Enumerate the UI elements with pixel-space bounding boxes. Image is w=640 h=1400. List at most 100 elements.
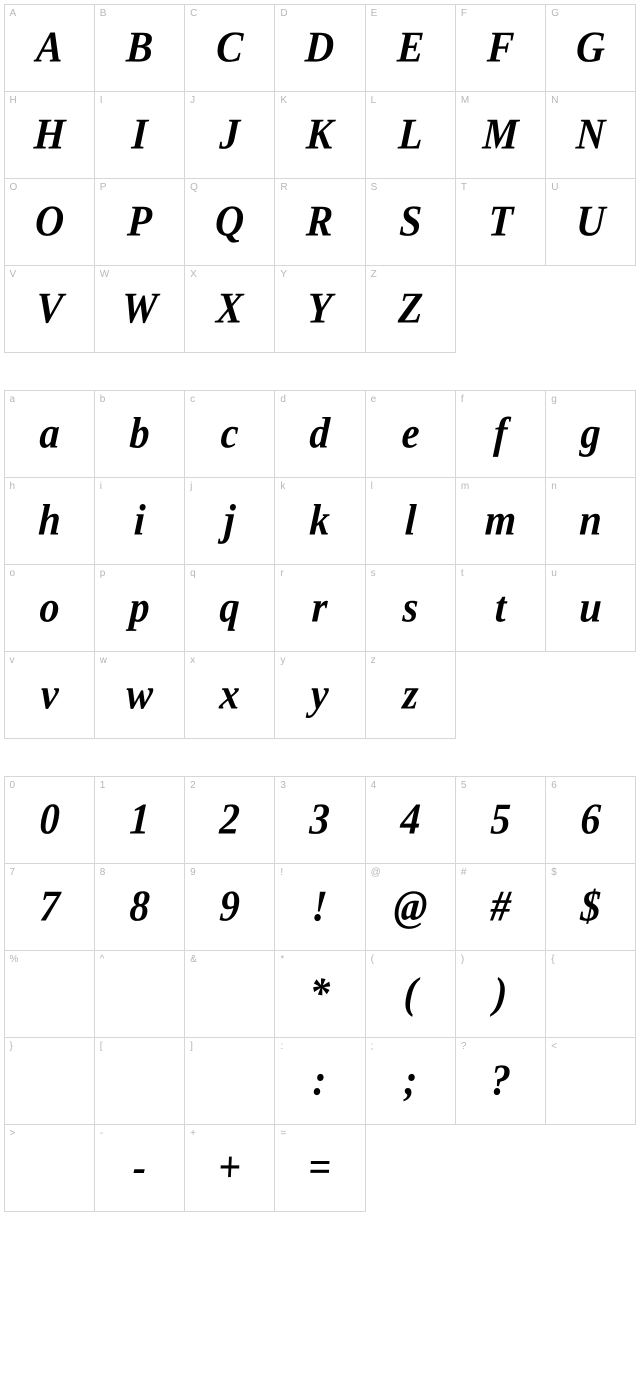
glyph-cell: cc: [184, 390, 275, 478]
glyph-cell: kk: [274, 477, 365, 565]
glyph-label: L: [371, 95, 377, 106]
glyph-cell: **: [274, 950, 365, 1038]
glyph-label: M: [461, 95, 469, 106]
glyph-cell: ee: [365, 390, 456, 478]
glyph-label: y: [280, 655, 285, 666]
glyph-cell: OO: [4, 178, 95, 266]
glyph-label: +: [190, 1128, 196, 1139]
glyph-character: G: [545, 25, 636, 69]
glyph-character: U: [545, 199, 636, 243]
glyph-cell: KK: [274, 91, 365, 179]
glyph-label: u: [551, 568, 557, 579]
glyph-label: ): [461, 954, 464, 965]
glyph-label: J: [190, 95, 195, 106]
glyph-label: G: [551, 8, 559, 19]
glyph-character: 5: [455, 797, 546, 841]
glyph-label: S: [371, 182, 378, 193]
glyph-label: H: [10, 95, 17, 106]
glyph-character: !: [274, 884, 365, 928]
glyph-label: d: [280, 394, 286, 405]
glyph-cell: 99: [184, 863, 275, 951]
glyph-label: l: [371, 481, 373, 492]
glyph-character: R: [274, 199, 365, 243]
glyph-cell: 88: [94, 863, 185, 951]
glyph-cell: XX: [184, 265, 275, 353]
glyph-label: ]: [190, 1041, 193, 1052]
glyph-character: K: [274, 112, 365, 156]
glyph-cell: 11: [94, 776, 185, 864]
glyph-label: ?: [461, 1041, 467, 1052]
glyph-cell: vv: [4, 651, 95, 739]
glyph-cell: )): [455, 950, 546, 1038]
glyph-label: !: [280, 867, 283, 878]
glyph-cell: ww: [94, 651, 185, 739]
glyph-cell: oo: [4, 564, 95, 652]
glyph-label: O: [10, 182, 18, 193]
glyph-label: 2: [190, 780, 196, 791]
glyph-cell: 66: [545, 776, 636, 864]
glyph-label: q: [190, 568, 196, 579]
glyph-cell: 00: [4, 776, 95, 864]
glyph-character: Q: [184, 199, 275, 243]
glyph-character: Y: [274, 286, 365, 330]
glyph-label: >: [10, 1128, 16, 1139]
glyph-character: y: [274, 672, 365, 716]
glyph-cell: GG: [545, 4, 636, 92]
glyph-label: 3: [280, 780, 286, 791]
glyph-label: =: [280, 1128, 286, 1139]
glyph-cell: ##: [455, 863, 546, 951]
glyph-character: x: [184, 672, 275, 716]
glyph-label: i: [100, 481, 102, 492]
glyph-cell: ==: [274, 1124, 365, 1212]
glyph-character: L: [365, 112, 456, 156]
glyph-cell: JJ: [184, 91, 275, 179]
glyph-cell: LL: [365, 91, 456, 179]
glyph-cell: ??: [455, 1037, 546, 1125]
glyph-section-lowercase: aabbccddeeffgghhiijjkkllmmnnooppqqrrsstt…: [4, 390, 636, 738]
glyph-cell: RR: [274, 178, 365, 266]
glyph-character: W: [94, 286, 185, 330]
glyph-label: $: [551, 867, 557, 878]
glyph-character: l: [365, 498, 456, 542]
glyph-label: B: [100, 8, 107, 19]
glyph-cell: jj: [184, 477, 275, 565]
glyph-character: #: [455, 884, 546, 928]
glyph-cell: hh: [4, 477, 95, 565]
glyph-cell: VV: [4, 265, 95, 353]
glyph-label: P: [100, 182, 107, 193]
glyph-character: q: [184, 585, 275, 629]
glyph-section-digits-symbols: 00112233445566778899!!@@##$$%^&**(()){}[…: [4, 776, 636, 1211]
glyph-label: E: [371, 8, 378, 19]
glyph-label: n: [551, 481, 557, 492]
glyph-cell: ii: [94, 477, 185, 565]
glyph-character: D: [274, 25, 365, 69]
glyph-label: I: [100, 95, 103, 106]
glyph-cell: uu: [545, 564, 636, 652]
glyph-label: j: [190, 481, 192, 492]
glyph-cell: {: [545, 950, 636, 1038]
glyph-label: g: [551, 394, 557, 405]
glyph-character: 2: [184, 797, 275, 841]
glyph-cell: mm: [455, 477, 546, 565]
glyph-character: r: [274, 585, 365, 629]
glyph-label: t: [461, 568, 464, 579]
glyph-label: [: [100, 1041, 103, 1052]
glyph-character: 4: [365, 797, 456, 841]
glyph-label: 5: [461, 780, 467, 791]
glyph-label: o: [10, 568, 16, 579]
glyph-cell: ss: [365, 564, 456, 652]
glyph-label: h: [10, 481, 16, 492]
glyph-label: 4: [371, 780, 377, 791]
glyph-label: c: [190, 394, 195, 405]
glyph-cell: --: [94, 1124, 185, 1212]
glyph-cell: ZZ: [365, 265, 456, 353]
glyph-label: Q: [190, 182, 198, 193]
glyph-label: k: [280, 481, 285, 492]
glyph-cell: BB: [94, 4, 185, 92]
glyph-label: <: [551, 1041, 557, 1052]
glyph-cell: dd: [274, 390, 365, 478]
glyph-character: m: [455, 498, 546, 542]
glyph-cell: 55: [455, 776, 546, 864]
glyph-label: v: [10, 655, 15, 666]
glyph-character: 8: [94, 884, 185, 928]
